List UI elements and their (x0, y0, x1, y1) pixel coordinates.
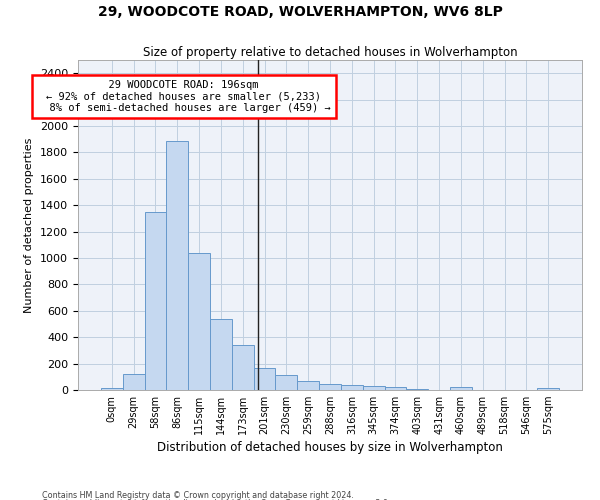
Bar (297, 382, 319, 390)
Bar (232, 345, 254, 390)
Bar (254, 368, 275, 390)
Bar (123, 374, 145, 390)
Bar (275, 376, 297, 390)
Bar (537, 388, 559, 390)
Text: Contains HM Land Registry data © Crown copyright and database right 2024.: Contains HM Land Registry data © Crown c… (42, 490, 354, 500)
Bar (166, 140, 188, 390)
Text: 29, WOODCOTE ROAD, WOLVERHAMPTON, WV6 8LP: 29, WOODCOTE ROAD, WOLVERHAMPTON, WV6 8L… (98, 5, 502, 19)
Text: Contains public sector information licensed under the Open Government Licence v3: Contains public sector information licen… (42, 499, 391, 500)
Bar (319, 384, 341, 390)
Bar (385, 388, 406, 390)
Y-axis label: Number of detached properties: Number of detached properties (25, 138, 34, 312)
Bar (210, 318, 232, 390)
Bar (450, 386, 472, 390)
Title: Size of property relative to detached houses in Wolverhampton: Size of property relative to detached ho… (143, 46, 517, 59)
Bar (363, 386, 385, 390)
Text: 29 WOODCOTE ROAD: 196sqm  
← 92% of detached houses are smaller (5,233)
  8% of : 29 WOODCOTE ROAD: 196sqm ← 92% of detach… (37, 80, 331, 113)
Bar (101, 388, 123, 390)
Bar (188, 252, 210, 390)
X-axis label: Distribution of detached houses by size in Wolverhampton: Distribution of detached houses by size … (157, 442, 503, 454)
Bar (341, 386, 363, 390)
Bar (145, 212, 166, 390)
